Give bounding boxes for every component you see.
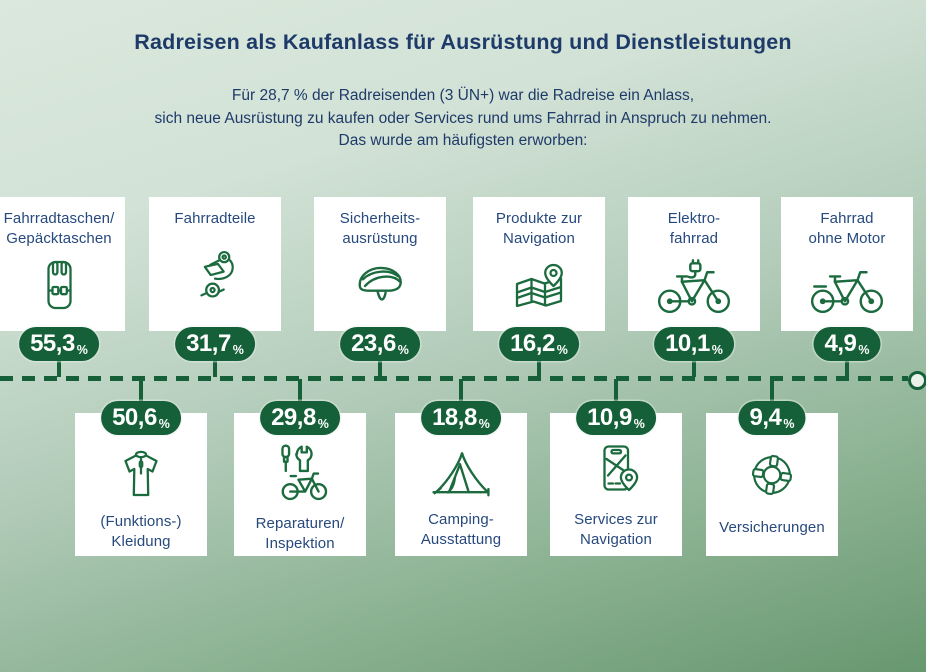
value-badge: 23,6%	[340, 327, 420, 361]
card-funktionskleidung: (Funktions-) Kleidung	[75, 413, 207, 556]
value-number: 9,4	[749, 404, 782, 431]
helmet-icon	[347, 249, 413, 323]
card-sicherheitsausruestung: Sicherheits- ausrüstung	[314, 197, 446, 331]
phone-navigation-icon	[584, 441, 648, 501]
connector-stem	[212, 355, 218, 377]
value-unit: %	[478, 417, 490, 431]
value-number: 18,8	[432, 404, 477, 431]
bicycle-icon	[809, 249, 885, 323]
value-number: 10,1	[665, 330, 710, 357]
value-unit: %	[232, 343, 244, 357]
value-unit: %	[711, 343, 723, 357]
card-label: Fahrradtaschen/ Gepäcktaschen	[3, 210, 115, 247]
backpack-icon	[27, 249, 91, 323]
page-title: Radreisen als Kaufanlass für Ausrüstung …	[134, 30, 792, 54]
connector-stem	[769, 379, 775, 405]
card-label: Fahrrad ohne Motor	[808, 210, 886, 247]
value-number: 16,2	[510, 330, 555, 357]
value-number: 55,3	[30, 330, 75, 357]
value-badge: 9,4%	[738, 401, 806, 435]
value-number: 31,7	[186, 330, 231, 357]
card-fahrrad-ohne-motor: Fahrrad ohne Motor	[781, 197, 913, 331]
card-label: Services zur Navigation	[574, 511, 658, 548]
card-label: Fahrradteile	[174, 210, 256, 227]
connector-stem	[377, 355, 383, 377]
connector-stem	[844, 355, 850, 377]
value-unit: %	[858, 343, 870, 357]
connector-stem	[458, 379, 464, 405]
value-number: 23,6	[351, 330, 396, 357]
value-unit: %	[556, 343, 568, 357]
connector-stem	[691, 355, 697, 377]
connector-stem	[536, 355, 542, 377]
timeline-end-circle-icon	[908, 371, 926, 390]
connector-stem	[297, 379, 303, 405]
value-unit: %	[317, 417, 329, 431]
value-unit: %	[76, 343, 88, 357]
subtitle-line-1: Für 28,7 % der Radreisenden (3 ÜN+) war …	[231, 87, 695, 104]
connector-stem	[613, 379, 619, 405]
tent-icon	[427, 441, 495, 501]
card-services-navigation: Services zur Navigation	[550, 413, 682, 556]
value-unit: %	[158, 417, 170, 431]
card-camping: Camping- Ausstattung	[395, 413, 527, 556]
value-badge: 10,1%	[654, 327, 734, 361]
card-label: Camping- Ausstattung	[420, 511, 502, 548]
card-label: Elektro- fahrrad	[667, 210, 721, 247]
value-number: 4,9	[824, 330, 857, 357]
card-fahrradtaschen: Fahrradtaschen/ Gepäcktaschen	[0, 197, 125, 331]
card-label: Produkte zur Navigation	[495, 210, 583, 247]
card-label: Versicherungen	[719, 519, 825, 536]
value-number: 50,6	[112, 404, 157, 431]
card-label: Sicherheits- ausrüstung	[339, 210, 421, 247]
value-badge: 29,8%	[260, 401, 340, 435]
value-unit: %	[783, 417, 795, 431]
value-number: 29,8	[271, 404, 316, 431]
timeline-dashed-line	[0, 376, 908, 381]
value-unit: %	[633, 417, 645, 431]
subtitle-line-2: sich neue Ausrüstung zu kaufen oder Serv…	[154, 109, 772, 127]
value-badge: 55,3%	[19, 327, 99, 361]
card-label: (Funktions-) Kleidung	[100, 513, 182, 550]
value-badge: 16,2%	[499, 327, 579, 361]
value-number: 10,9	[587, 404, 632, 431]
value-badge: 18,8%	[421, 401, 501, 435]
card-versicherungen: Versicherungen	[706, 413, 838, 556]
value-badge: 31,7%	[175, 327, 255, 361]
value-badge: 10,9%	[576, 401, 656, 435]
subtitle: Für 28,7 % der Radreisenden (3 ÜN+) war …	[0, 85, 926, 153]
map-pin-icon	[507, 249, 571, 323]
value-badge: 50,6%	[101, 401, 181, 435]
value-unit: %	[397, 343, 409, 357]
derailleur-icon	[184, 229, 246, 323]
connector-stem	[56, 355, 62, 377]
repair-tools-icon	[267, 441, 333, 505]
card-produkte-navigation: Produkte zur Navigation	[473, 197, 605, 331]
card-fahrradteile: Fahrradteile	[149, 197, 281, 331]
value-badge: 4,9%	[813, 327, 881, 361]
connector-stem	[138, 379, 144, 405]
ebike-icon	[656, 249, 732, 323]
lifebuoy-icon	[742, 441, 802, 509]
jersey-icon	[109, 441, 173, 503]
subtitle-line-3: Das wurde am häufigsten erworben:	[338, 132, 588, 149]
card-label: Reparaturen/ Inspektion	[255, 515, 345, 552]
card-reparaturen: Reparaturen/ Inspektion	[234, 413, 366, 556]
card-elektrofahrrad: Elektro- fahrrad	[628, 197, 760, 331]
